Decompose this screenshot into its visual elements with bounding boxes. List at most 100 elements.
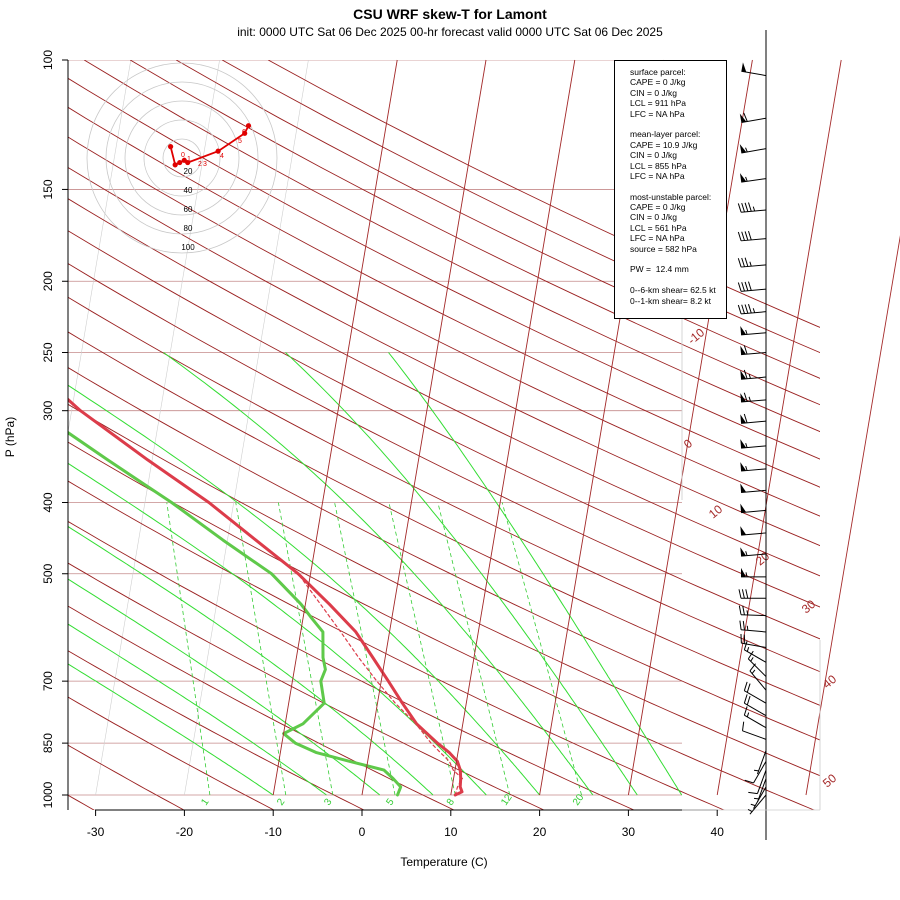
barb-flag [740,462,747,472]
wind-barb [740,462,767,472]
barb-full [741,282,745,292]
barb-flag [741,567,746,577]
hodograph-point [168,144,174,150]
barb-flag [740,439,747,449]
moist-adiabat [285,352,638,796]
barb-full [739,620,742,630]
hodograph-height-label: 2 [198,161,202,168]
wind-barb [738,589,766,599]
dry-adiabat [175,60,820,379]
mixing-ratio-line [388,502,456,796]
barb-full [743,413,748,423]
barb-half [749,261,752,267]
info-box-line: 0--1-km shear= 8.2 kt [630,295,712,306]
info-box-line [630,275,726,285]
wind-barb [740,503,767,514]
barb-flag [740,503,747,513]
barb-flag [740,325,747,335]
dry-adiabat [83,60,820,433]
y-tick-label: 700 [41,671,55,691]
barb-flag [740,370,747,380]
mixing-ratio-line [437,502,511,796]
info-box-line [630,119,726,129]
wind-barb [753,778,767,803]
barb-shaft [740,614,767,617]
barb-shaft [744,649,767,663]
info-box-line: source = 582 hPa [630,243,697,254]
dry-adiabat [68,367,820,741]
moist-adiabat [68,384,540,796]
parcel-info-box: surface parcel: CAPE = 0 J/kg CIN = 0 J/kg… [614,60,727,319]
info-box-line: mean-layer parcel: [630,129,701,140]
wind-barb [743,681,767,704]
wind-barb [747,650,767,677]
y-tick-label: 500 [41,563,55,583]
wind-barb [740,633,767,649]
dry-adiabat [68,403,820,777]
wind-barb [737,230,767,242]
wind-barb [739,144,767,154]
barb-full [748,230,752,241]
dry-adiabat [68,166,820,547]
barb-half [748,373,751,379]
x-tick-label: -20 [176,825,194,839]
isotherm-line [95,60,220,796]
barb-full [738,589,742,599]
info-box-line: CIN = 0 J/kg [630,87,678,98]
barb-full [746,695,751,706]
y-tick-label: 400 [41,492,55,512]
barb-full [744,257,749,267]
wind-barb [740,345,767,356]
parcel-trace [255,539,463,796]
info-box-line: CAPE = 0 J/kg [630,77,686,88]
wind-barb [737,202,767,213]
barb-full [743,640,748,651]
moist-adiabat [68,462,487,796]
mixing-ratio-line [334,502,396,796]
info-box-line: LFC = NA hPa [630,170,685,181]
wind-barb [740,413,767,424]
dry-adiabat [68,650,365,810]
info-box-line [630,181,726,191]
moist-adiabat [68,623,327,796]
mixing-ratio-line [501,502,582,796]
barb-half [745,551,748,556]
dry-adiabat [68,106,820,488]
barb-half [745,443,748,448]
wind-barb [750,786,767,809]
barb-shaft [741,376,767,380]
barb-full [743,706,748,716]
barb-shaft [741,238,767,242]
isotherm-edge [361,59,487,796]
dry-adiabat [68,605,455,810]
barb-full [741,202,745,213]
barb-full [749,663,756,672]
barb-shaft [741,629,767,633]
barb-shaft [741,311,767,315]
barb-flag [740,526,747,536]
barb-half [746,712,750,718]
dry-adiabat [68,480,725,810]
wind-barb [737,281,767,292]
info-box-line: LCL = 855 hPa [630,160,687,171]
x-tick-label: 30 [622,825,636,839]
x-tick-label: 10 [444,825,458,839]
barb-shaft [756,769,767,794]
info-box-line: CAPE = 10.9 J/kg [630,139,698,150]
barb-half [746,625,749,631]
barb-half [752,206,756,212]
hodograph-ring [86,62,278,254]
x-tick-label: 40 [711,825,725,839]
isotherm-edge [716,59,842,796]
hodograph-height-label: 0 [181,152,185,159]
barb-shaft [756,778,767,803]
x-tick-label: -10 [265,825,283,839]
wind-barb [739,112,767,124]
barb-shaft [741,532,767,536]
temperature-profile [68,397,464,797]
barb-flag [741,62,747,73]
barb-full [737,282,742,292]
info-box-line: CIN = 0 J/kg [630,212,678,223]
barb-full [748,791,758,795]
